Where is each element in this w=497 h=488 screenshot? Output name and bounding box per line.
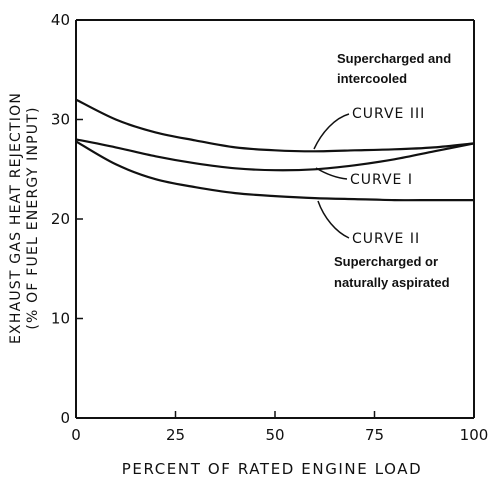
curve-iii-annotation-line1: Supercharged and	[337, 51, 451, 66]
series-line-curve-ii	[75, 140, 474, 202]
series-lines	[75, 98, 475, 202]
series-line-curve-iii	[75, 98, 475, 153]
x-tick-label: 50	[265, 426, 284, 444]
y-tick-label: 10	[51, 310, 70, 328]
y-axis-title-line2: (% OF FUEL ENERGY INPUT)	[25, 106, 41, 329]
x-tick-label: 0	[71, 426, 81, 444]
curve-i-label: CURVE I	[350, 172, 413, 188]
x-axis-title: PERCENT OF RATED ENGINE LOAD	[122, 460, 423, 478]
y-tick-label: 0	[60, 409, 70, 427]
curve-ii-annotation-line2: naturally aspirated	[334, 275, 450, 290]
y-axis-title-line1: EXHAUST GAS HEAT REJECTION	[8, 92, 24, 344]
y-tick-label: 20	[51, 210, 70, 228]
x-tick-label: 100	[460, 426, 489, 444]
curve-iii-annotation-line2: intercooled	[337, 71, 407, 86]
ticks: 0 10 20 30 40 0 25 50 75 100	[51, 11, 488, 444]
curve-ii-annotation-line1: Supercharged or	[334, 254, 438, 269]
series-line-curve-i	[75, 138, 475, 172]
curve-iii-label: CURVE III	[352, 106, 425, 122]
curve-ii-leader	[317, 200, 350, 239]
x-tick-label: 25	[166, 426, 185, 444]
x-tick-label: 75	[365, 426, 384, 444]
y-tick-label: 40	[51, 11, 70, 29]
y-tick-label: 30	[51, 111, 70, 129]
plot-frame	[75, 19, 475, 419]
curve-i-leader	[315, 167, 348, 180]
curve-ii-label: CURVE II	[352, 231, 420, 247]
curve-iii-leader	[313, 113, 350, 150]
